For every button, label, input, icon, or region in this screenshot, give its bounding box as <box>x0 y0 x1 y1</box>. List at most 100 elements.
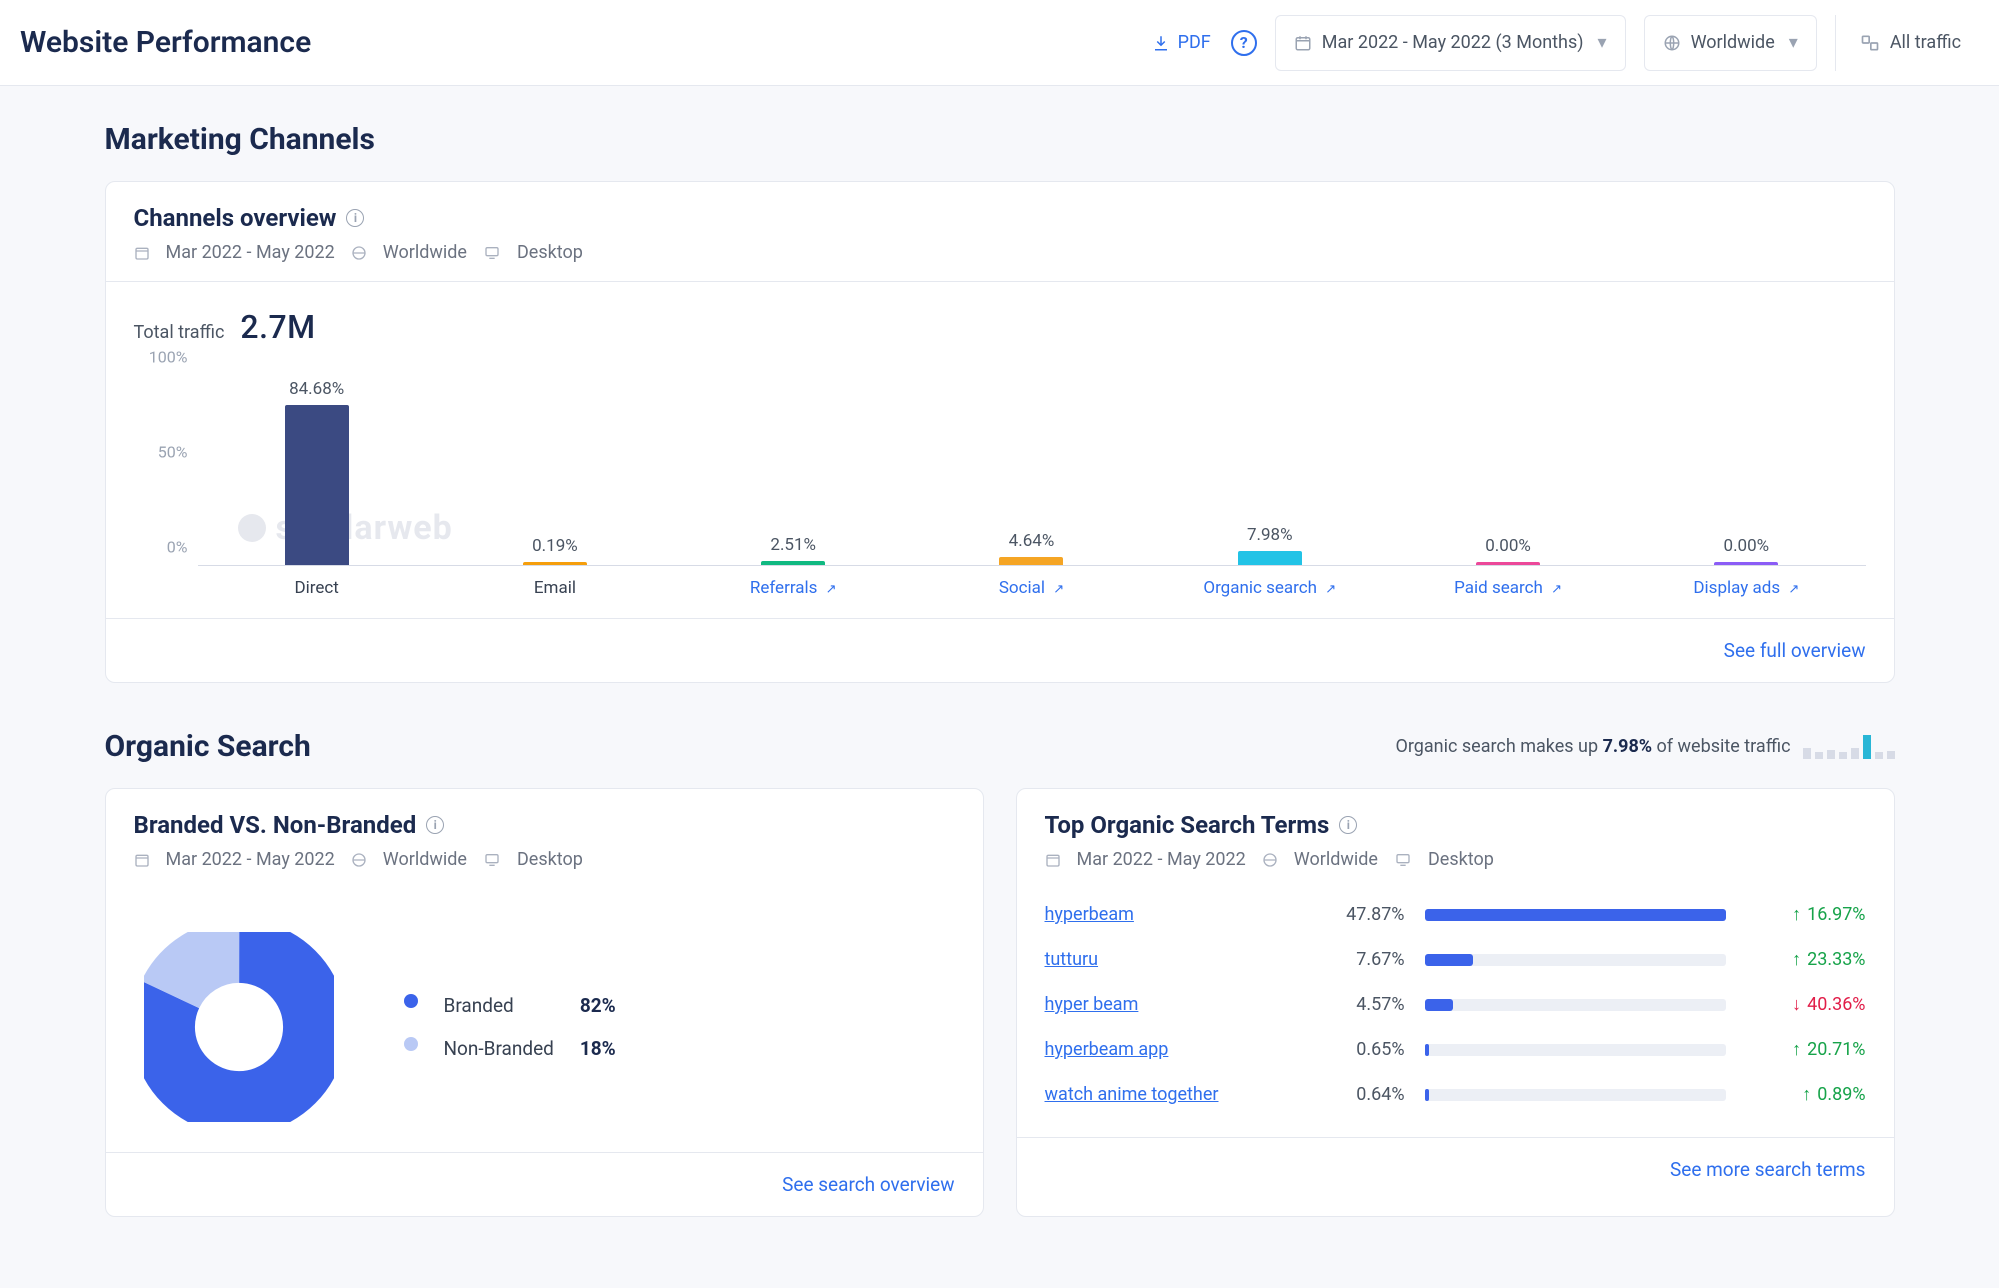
geo-label: Worldwide <box>1691 32 1775 53</box>
term-delta-value: 16.97% <box>1807 904 1865 925</box>
term-share: 4.57% <box>1315 994 1405 1015</box>
bar-value-label: 84.68% <box>289 379 344 399</box>
terms-card-body: hyperbeam47.87%↑16.97% tutturu 7.67% ↑ 23.33… <box>1017 888 1894 1137</box>
branded-card-title-text: Branded VS. Non-Branded <box>134 811 417 839</box>
info-icon[interactable]: i <box>426 816 444 834</box>
bar-value-label: 7.98% <box>1247 525 1293 545</box>
term-link[interactable]: hyperbeam app <box>1045 1039 1295 1060</box>
arrow-up-icon: ↑ <box>1792 1039 1801 1060</box>
geo-picker[interactable]: Worldwide ▾ <box>1644 15 1817 71</box>
channels-card-foot: See full overview <box>106 618 1894 682</box>
term-link[interactable]: hyper beam <box>1045 994 1295 1015</box>
bar-column: 4.64% <box>912 376 1150 566</box>
ytick: 0% <box>167 538 188 557</box>
terms-card-title-text: Top Organic Search Terms <box>1045 811 1330 839</box>
term-share: 7.67% <box>1315 949 1405 970</box>
chevron-down-icon: ▾ <box>1598 32 1607 53</box>
donut-chart <box>144 932 334 1122</box>
total-traffic-value: 2.7M <box>240 308 315 346</box>
terms-card-title: Top Organic Search Terms i <box>1045 811 1866 839</box>
globe-icon <box>1262 852 1278 868</box>
sparkline-bar <box>1851 748 1859 759</box>
globe-icon <box>351 245 367 261</box>
term-bar <box>1425 909 1726 921</box>
term-link[interactable]: tutturu <box>1045 949 1295 970</box>
section-heading-organic: Organic Search <box>105 729 311 764</box>
bar <box>1238 551 1302 566</box>
ytick: 50% <box>158 443 188 462</box>
bar-column: 7.98% <box>1151 376 1389 566</box>
traffic-filter[interactable]: All traffic <box>1854 15 1979 71</box>
bar-value-label: 2.51% <box>770 535 816 555</box>
organic-sparkline <box>1803 735 1895 759</box>
channels-card-body: Total traffic 2.7M 0%50%100% similarweb … <box>106 282 1894 618</box>
bar-value-label: 0.00% <box>1485 536 1531 556</box>
crumb-geo: Worldwide <box>383 242 467 263</box>
desktop-icon <box>1394 852 1412 868</box>
calendar-icon <box>1294 34 1312 52</box>
terms-table: hyperbeam47.87%↑16.97% tutturu 7.67% ↑ 23.33… <box>1045 892 1866 1117</box>
date-range-picker[interactable]: Mar 2022 - May 2022 (3 Months) ▾ <box>1275 15 1626 71</box>
ytick: 100% <box>149 348 188 367</box>
see-full-overview-link[interactable]: See full overview <box>1724 639 1866 662</box>
term-bar-fill <box>1425 909 1726 921</box>
legend-value: 82% <box>580 994 616 1017</box>
download-icon <box>1152 34 1170 52</box>
globe-icon <box>351 852 367 868</box>
bar-column: 0.00% <box>1389 376 1627 566</box>
crumb-date: Mar 2022 - May 2022 <box>1077 849 1246 870</box>
term-row: hyperbeam47.87%↑16.97% <box>1045 892 1866 937</box>
total-traffic: Total traffic 2.7M <box>134 308 1866 346</box>
crumb-geo: Worldwide <box>1294 849 1378 870</box>
bar-column: 2.51% <box>674 376 912 566</box>
topbar-actions: PDF ? <box>1152 30 1257 56</box>
pdf-button[interactable]: PDF <box>1152 32 1211 53</box>
see-more-terms-link[interactable]: See more search terms <box>1670 1158 1866 1181</box>
term-delta-value: 23.33% <box>1807 949 1865 970</box>
branded-crumbs: Mar 2022 - May 2022 Worldwide Desktop <box>134 849 955 870</box>
compare-icon <box>1860 33 1880 53</box>
term-delta: ↓40.36% <box>1746 994 1866 1015</box>
sparkline-bar <box>1839 752 1847 759</box>
see-search-overview-link[interactable]: See search overview <box>782 1173 954 1196</box>
info-icon[interactable]: i <box>1339 816 1357 834</box>
term-row: tutturu7.67%↑23.33% <box>1045 937 1866 982</box>
organic-sub-prefix: Organic search makes up <box>1395 736 1602 757</box>
legend-name: Branded <box>444 994 554 1017</box>
term-row: hyper beam 4.57% ↓40.36% <box>1045 982 1866 1027</box>
page: Marketing Channels Channels overview i M… <box>105 86 1895 1277</box>
terms-crumbs: Mar 2022 - May 2022 Worldwide Desktop <box>1045 849 1866 870</box>
calendar-icon <box>134 852 150 868</box>
donut-wrap: Branded82%Non-Branded18% <box>134 914 955 1132</box>
branded-card: Branded VS. Non-Branded i Mar 2022 - May… <box>105 788 984 1217</box>
traffic-filter-label: All traffic <box>1890 32 1961 53</box>
xaxis-label[interactable]: Referrals ↗ <box>674 578 912 598</box>
xaxis-label[interactable]: Social ↗ <box>912 578 1150 598</box>
xaxis-label[interactable]: Organic search ↗ <box>1151 578 1389 598</box>
topbar: Website Performance PDF ? Mar 2022 - May… <box>0 0 1999 86</box>
term-delta-value: 0.89% <box>1817 1084 1865 1105</box>
branded-card-head: Branded VS. Non-Branded i Mar 2022 - May… <box>106 789 983 888</box>
crumb-date: Mar 2022 - May 2022 <box>166 242 335 263</box>
organic-subtitle: Organic search makes up 7.98% of website… <box>1395 735 1894 759</box>
channels-baseline <box>198 565 1866 566</box>
channels-yaxis: 0%50%100% <box>134 376 198 566</box>
sparkline-bar <box>1863 735 1871 759</box>
xaxis-label[interactable]: Paid search ↗ <box>1389 578 1627 598</box>
channels-bars: 84.68%0.19%2.51%4.64%7.98%0.00%0.00% <box>198 376 1866 566</box>
term-link[interactable]: watch anime together <box>1045 1084 1295 1105</box>
term-bar <box>1425 954 1726 966</box>
organic-sub-bold: 7.98% <box>1603 736 1653 757</box>
crumb-device: Desktop <box>1428 849 1494 870</box>
channels-plot: similarweb 84.68%0.19%2.51%4.64%7.98%0.0… <box>198 376 1866 566</box>
term-link[interactable]: hyperbeam <box>1045 904 1295 925</box>
bar-value-label: 0.19% <box>532 536 578 556</box>
section-heading-channels: Marketing Channels <box>105 122 1895 157</box>
date-range-label: Mar 2022 - May 2022 (3 Months) <box>1322 32 1584 53</box>
crumb-device: Desktop <box>517 242 583 263</box>
help-icon[interactable]: ? <box>1231 30 1257 56</box>
info-icon[interactable]: i <box>346 209 364 227</box>
arrow-down-icon: ↓ <box>1792 994 1801 1015</box>
xaxis-label[interactable]: Display ads ↗ <box>1627 578 1865 598</box>
bar-column: 0.19% <box>436 376 674 566</box>
